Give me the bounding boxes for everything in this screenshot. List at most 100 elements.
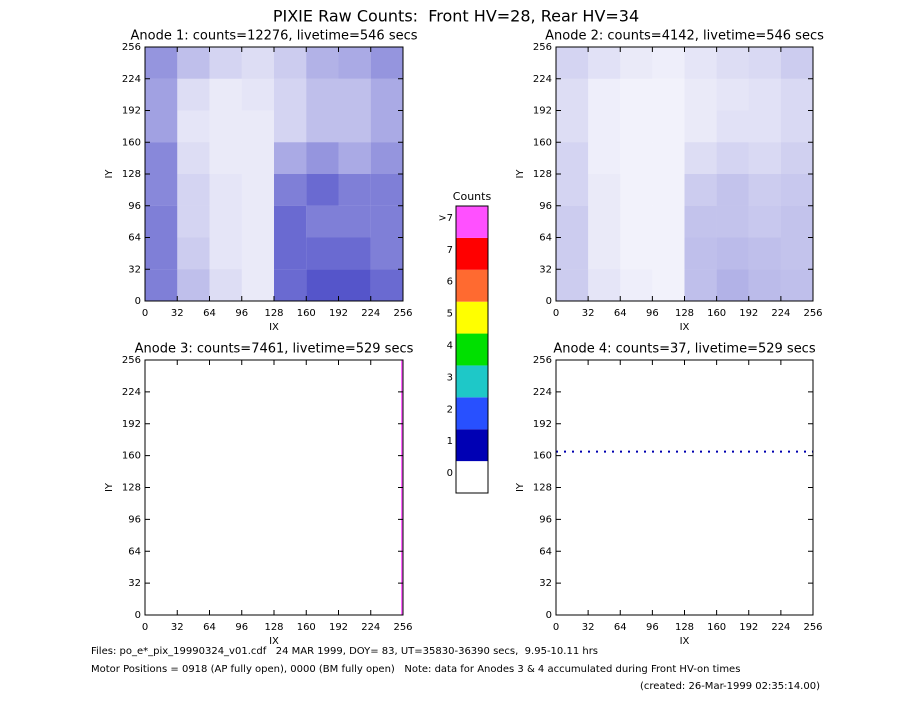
density-cell bbox=[620, 78, 653, 111]
density-cell bbox=[145, 269, 178, 301]
x-tick-label: 128 bbox=[675, 308, 694, 319]
y-tick-label: 0 bbox=[546, 610, 552, 621]
x-tick-label: 96 bbox=[235, 622, 248, 633]
density-cell bbox=[209, 47, 242, 79]
density-cell bbox=[588, 237, 621, 270]
density-cell bbox=[338, 269, 371, 301]
density-cell bbox=[241, 269, 274, 301]
density-cell bbox=[338, 110, 371, 143]
x-axis-label: IX bbox=[680, 636, 690, 647]
density-cell bbox=[209, 174, 242, 206]
x-tick-label: 0 bbox=[553, 622, 559, 633]
x-tick-label: 128 bbox=[264, 622, 283, 633]
density-cell bbox=[780, 47, 813, 79]
panel-title: Anode 2: counts=4142, livetime=546 secs bbox=[545, 29, 824, 44]
y-tick-label: 64 bbox=[539, 233, 552, 244]
y-tick-label: 256 bbox=[122, 355, 141, 366]
density-cell bbox=[588, 174, 621, 206]
density-cell bbox=[556, 142, 589, 174]
y-tick-label: 0 bbox=[135, 296, 141, 307]
density-cell bbox=[274, 269, 307, 301]
plot-frame bbox=[555, 359, 814, 616]
x-tick-label: 192 bbox=[329, 308, 348, 319]
colorbar-cell bbox=[456, 365, 488, 398]
x-tick-label: 0 bbox=[142, 622, 148, 633]
y-tick-label: 32 bbox=[539, 578, 552, 589]
panel-title: Anode 1: counts=12276, livetime=546 secs bbox=[130, 29, 417, 44]
y-axis-label: IY bbox=[104, 169, 115, 179]
density-cell bbox=[338, 205, 371, 238]
density-cell bbox=[370, 78, 403, 111]
density-cell bbox=[209, 78, 242, 111]
y-tick-label: 128 bbox=[533, 483, 552, 494]
colorbar-label: 2 bbox=[447, 404, 453, 415]
density-cell bbox=[306, 237, 339, 270]
colorbar-cell bbox=[456, 397, 488, 430]
density-cell bbox=[241, 205, 274, 238]
colorbar-cell bbox=[456, 333, 488, 366]
density-cell bbox=[177, 237, 210, 270]
y-axis-label: IY bbox=[515, 169, 526, 179]
x-tick-label: 64 bbox=[614, 308, 627, 319]
colorbar-cell bbox=[456, 301, 488, 334]
colorbar-frame bbox=[455, 205, 489, 494]
density-cell bbox=[780, 205, 813, 238]
x-tick-label: 32 bbox=[582, 622, 595, 633]
density-cell bbox=[274, 47, 307, 79]
density-cell bbox=[620, 142, 653, 174]
density-cell bbox=[370, 110, 403, 143]
density-cell bbox=[588, 142, 621, 174]
footer-created: (created: 26-Mar-1999 02:35:14.00) bbox=[640, 681, 820, 692]
density-cell bbox=[177, 205, 210, 238]
x-axis-label: IX bbox=[269, 636, 279, 647]
density-cell bbox=[652, 269, 685, 301]
y-tick-label: 32 bbox=[128, 264, 141, 275]
y-tick-label: 96 bbox=[128, 201, 141, 212]
density-cell bbox=[370, 205, 403, 238]
y-tick-label: 96 bbox=[539, 514, 552, 525]
y-tick-label: 0 bbox=[546, 296, 552, 307]
x-tick-label: 96 bbox=[646, 308, 659, 319]
density-cell bbox=[209, 237, 242, 270]
colorbar-label: 0 bbox=[447, 468, 453, 479]
density-cell bbox=[652, 142, 685, 174]
x-tick-label: 160 bbox=[297, 622, 316, 633]
colorbar-label: >7 bbox=[438, 213, 453, 224]
density-cell bbox=[241, 78, 274, 111]
density-cell bbox=[241, 47, 274, 79]
density-cell bbox=[620, 47, 653, 79]
density-cell bbox=[716, 205, 749, 238]
density-cell bbox=[306, 78, 339, 111]
density-cell bbox=[748, 237, 781, 270]
density-cell bbox=[145, 110, 178, 143]
colorbar-label: 5 bbox=[447, 309, 453, 320]
y-tick-label: 96 bbox=[539, 201, 552, 212]
y-tick-label: 0 bbox=[135, 610, 141, 621]
density-cell bbox=[588, 110, 621, 143]
density-cell bbox=[716, 174, 749, 206]
density-cell bbox=[652, 110, 685, 143]
density-cell bbox=[209, 110, 242, 143]
density-cell bbox=[620, 237, 653, 270]
density-cell bbox=[209, 205, 242, 238]
density-cell bbox=[780, 269, 813, 301]
density-cell bbox=[684, 142, 717, 174]
x-tick-label: 224 bbox=[771, 308, 790, 319]
density-cell bbox=[652, 47, 685, 79]
density-cell bbox=[748, 142, 781, 174]
x-tick-label: 160 bbox=[707, 622, 726, 633]
density-cell bbox=[684, 174, 717, 206]
density-cell bbox=[620, 110, 653, 143]
density-cell bbox=[716, 110, 749, 143]
density-cell bbox=[370, 47, 403, 79]
colorbar-cell bbox=[456, 461, 488, 493]
density-cell bbox=[145, 237, 178, 270]
y-tick-label: 128 bbox=[533, 169, 552, 180]
density-cell bbox=[716, 269, 749, 301]
density-cell bbox=[716, 78, 749, 111]
density-cell bbox=[556, 237, 589, 270]
colorbar-label: 6 bbox=[447, 277, 453, 288]
density-cell bbox=[370, 269, 403, 301]
density-cell bbox=[145, 78, 178, 111]
